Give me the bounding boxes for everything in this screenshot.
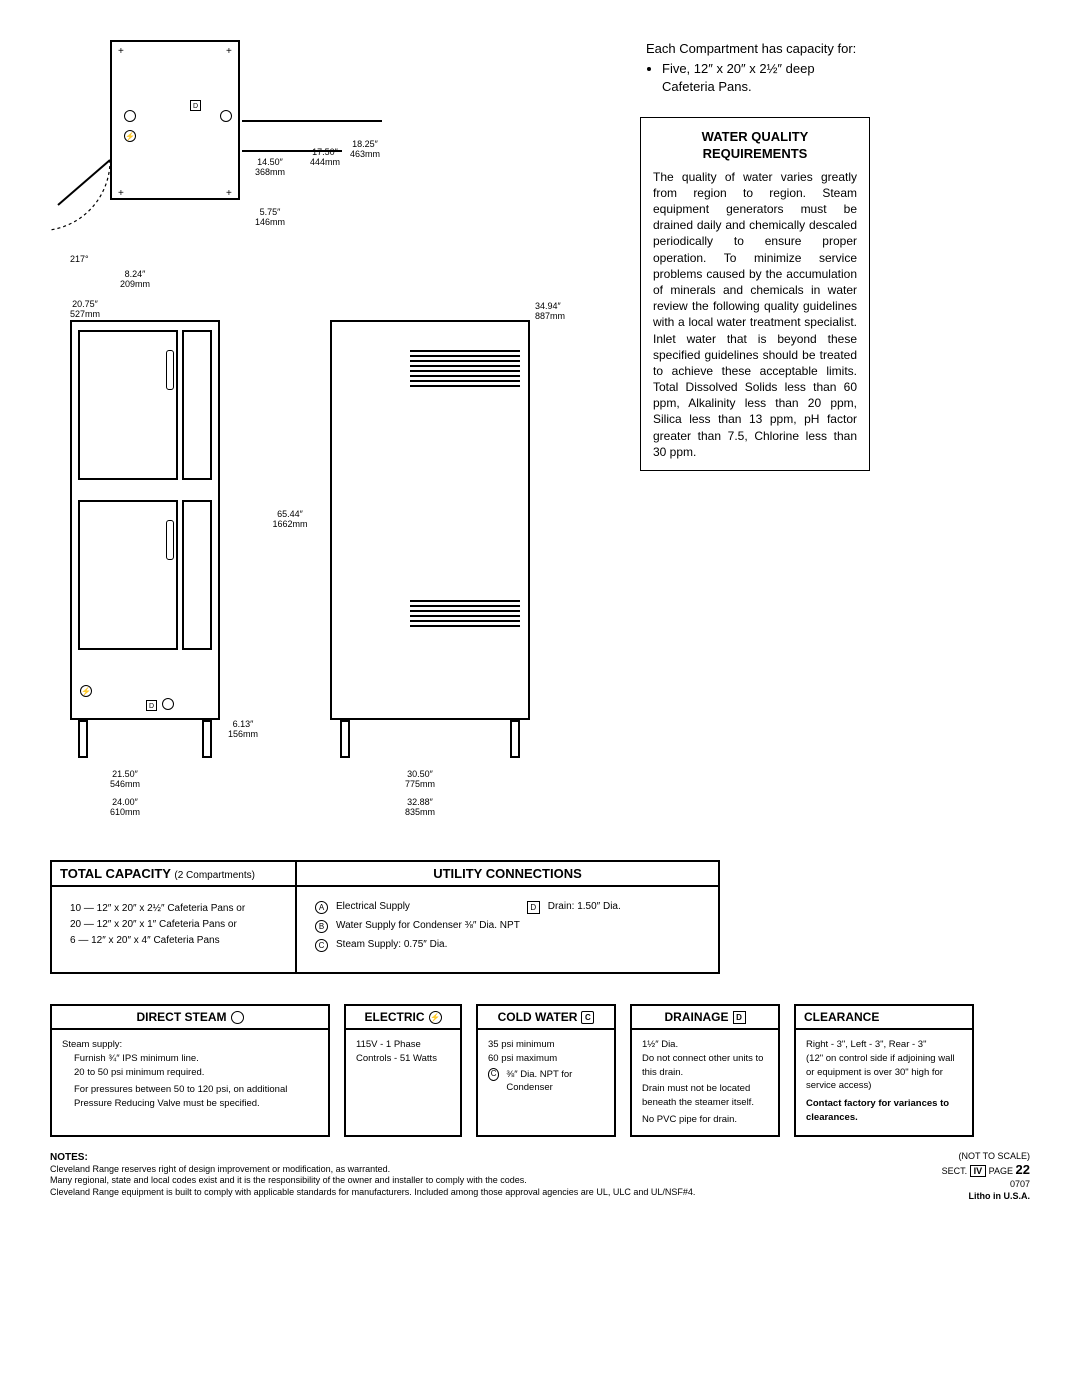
page-number: 22	[1016, 1162, 1030, 1177]
compartment-capacity: Each Compartment has capacity for: Five,…	[640, 40, 870, 97]
utility-row: B Water Supply for Condenser ⅜″ Dia. NPT	[315, 920, 527, 933]
utility-label: Drain: 1.50″ Dia.	[548, 901, 621, 912]
spec-line: ⅜″ Dia. NPT for Condenser	[506, 1068, 604, 1096]
spec-line: Right - 3", Left - 3", Rear - 3"	[806, 1038, 962, 1052]
top-section: + + + + ⚡ D 217° 14.50″368mm 17.50″444mm	[50, 40, 1030, 820]
utility-connections-header: UTILITY CONNECTIONS	[297, 862, 718, 885]
water-title: COLD WATER	[498, 1010, 578, 1024]
capacity-bullet: Five, 12″ x 20″ x 2½″ deep Cafeteria Pan…	[662, 60, 864, 96]
spec-line: No PVC pipe for drain.	[642, 1113, 768, 1127]
not-to-scale: (NOT TO SCALE)	[775, 1151, 1030, 1163]
spec-line: Drain must not be located beneath the st…	[642, 1082, 768, 1110]
marker-c-icon: C	[488, 1068, 499, 1081]
marker-a-icon: A	[315, 901, 328, 914]
note-line: Cleveland Range reserves right of design…	[50, 1164, 390, 1174]
steam-title: DIRECT STEAM	[137, 1010, 227, 1024]
plan-view-diagram: + + + + ⚡ D 217° 14.50″368mm 17.50″444mm	[50, 40, 610, 320]
drain-title: DRAINAGE	[664, 1010, 728, 1024]
page-label: PAGE	[989, 1166, 1013, 1176]
electric-icon: ⚡	[429, 1011, 442, 1024]
footer-litho: Litho in U.S.A.	[775, 1191, 1030, 1203]
spec-line: Controls - 51 Watts	[356, 1052, 450, 1066]
info-column: Each Compartment has capacity for: Five,…	[640, 40, 870, 820]
sect-label: SECT.	[942, 1166, 968, 1176]
marker-d-icon: D	[527, 901, 540, 914]
cap-line: 10 — 12″ x 20″ x 2½″ Cafeteria Pans or	[70, 901, 277, 917]
spec-line: For pressures between 50 to 120 psi, on …	[62, 1083, 318, 1111]
spec-line: Furnish ¾″ IPS minimum line.	[62, 1052, 318, 1066]
cold-water-table: COLD WATER C 35 psi minimum 60 psi maxim…	[476, 1004, 616, 1137]
utility-label: Steam Supply: 0.75″ Dia.	[336, 939, 447, 950]
spec-line-bold: Contact factory for variances to clearan…	[806, 1097, 962, 1125]
spec-line: 115V - 1 Phase	[356, 1038, 450, 1052]
water-quality-box: WATER QUALITY REQUIREMENTS The quality o…	[640, 117, 870, 471]
diagrams-column: + + + + ⚡ D 217° 14.50″368mm 17.50″444mm	[50, 40, 610, 820]
clearance-title: CLEARANCE	[804, 1010, 879, 1024]
cap-line: 6 — 12″ x 20″ x 4″ Cafeteria Pans	[70, 933, 277, 949]
spec-line: 35 psi minimum	[488, 1038, 604, 1052]
elevation-views: ⚡ D 21.50″546mm 24.00″610mm 6.13″156mm	[50, 320, 610, 820]
marker-c-icon: C	[315, 939, 328, 952]
front-view-diagram: ⚡ D 21.50″546mm 24.00″610mm 6.13″156mm	[50, 320, 250, 820]
drain-icon: D	[733, 1011, 746, 1024]
spec-line: (12" on control side if adjoining wall o…	[806, 1052, 962, 1093]
page-footer: NOTES: Cleveland Range reserves right of…	[50, 1151, 1030, 1203]
direct-steam-table: DIRECT STEAM Steam supply: Furnish ¾″ IP…	[50, 1004, 330, 1137]
electric-table: ELECTRIC ⚡ 115V - 1 Phase Controls - 51 …	[344, 1004, 462, 1137]
notes-label: NOTES:	[50, 1152, 88, 1163]
note-line: Many regional, state and local codes exi…	[50, 1175, 527, 1185]
utility-label: Electrical Supply	[336, 901, 410, 912]
utility-row: A Electrical Supply	[315, 901, 527, 914]
spec-line: 1½″ Dia.	[642, 1038, 768, 1052]
utility-row: C Steam Supply: 0.75″ Dia.	[315, 939, 527, 952]
cap-line: 20 — 12″ x 20″ x 1″ Cafeteria Pans or	[70, 917, 277, 933]
electric-title: ELECTRIC	[365, 1010, 425, 1024]
marker-b-icon: B	[315, 920, 328, 933]
clearance-table: CLEARANCE Right - 3", Left - 3", Rear - …	[794, 1004, 974, 1137]
utility-label: Water Supply for Condenser ⅜″ Dia. NPT	[336, 920, 520, 931]
spec-line: Steam supply:	[62, 1038, 318, 1052]
capacity-utility-table: TOTAL CAPACITY (2 Compartments) UTILITY …	[50, 860, 720, 974]
capacity-body: 10 — 12″ x 20″ x 2½″ Cafeteria Pans or 2…	[52, 887, 297, 972]
footer-date: 0707	[775, 1179, 1030, 1191]
footer-meta: (NOT TO SCALE) SECT. IV PAGE 22 0707 Lit…	[775, 1151, 1030, 1203]
capacity-intro: Each Compartment has capacity for:	[646, 40, 864, 58]
steam-icon	[231, 1011, 244, 1024]
side-view-diagram: 34.94″887mm 65.44″1662mm 30.50″775mm 32.…	[310, 320, 570, 820]
utility-row: D Drain: 1.50″ Dia.	[527, 901, 700, 914]
spec-tables-row: DIRECT STEAM Steam supply: Furnish ¾″ IP…	[50, 1004, 1030, 1137]
total-capacity-header: TOTAL CAPACITY (2 Compartments)	[52, 862, 297, 885]
water-quality-heading: WATER QUALITY REQUIREMENTS	[653, 128, 857, 163]
water-quality-body: The quality of water varies greatly from…	[653, 169, 857, 460]
footer-notes: NOTES: Cleveland Range reserves right of…	[50, 1151, 756, 1203]
spec-sheet-page: + + + + ⚡ D 217° 14.50″368mm 17.50″444mm	[50, 40, 1030, 1203]
drainage-table: DRAINAGE D 1½″ Dia. Do not connect other…	[630, 1004, 780, 1137]
note-line: Cleveland Range equipment is built to co…	[50, 1187, 695, 1197]
sect-roman: IV	[970, 1165, 987, 1177]
utility-body: A Electrical Supply B Water Supply for C…	[297, 887, 718, 972]
dim-angle: 217°	[70, 255, 89, 265]
spec-line: 60 psi maximum	[488, 1052, 604, 1066]
spec-line: 20 to 50 psi minimum required.	[62, 1066, 318, 1080]
spec-line: Do not connect other units to this drain…	[642, 1052, 768, 1080]
cold-water-icon: C	[581, 1011, 594, 1024]
